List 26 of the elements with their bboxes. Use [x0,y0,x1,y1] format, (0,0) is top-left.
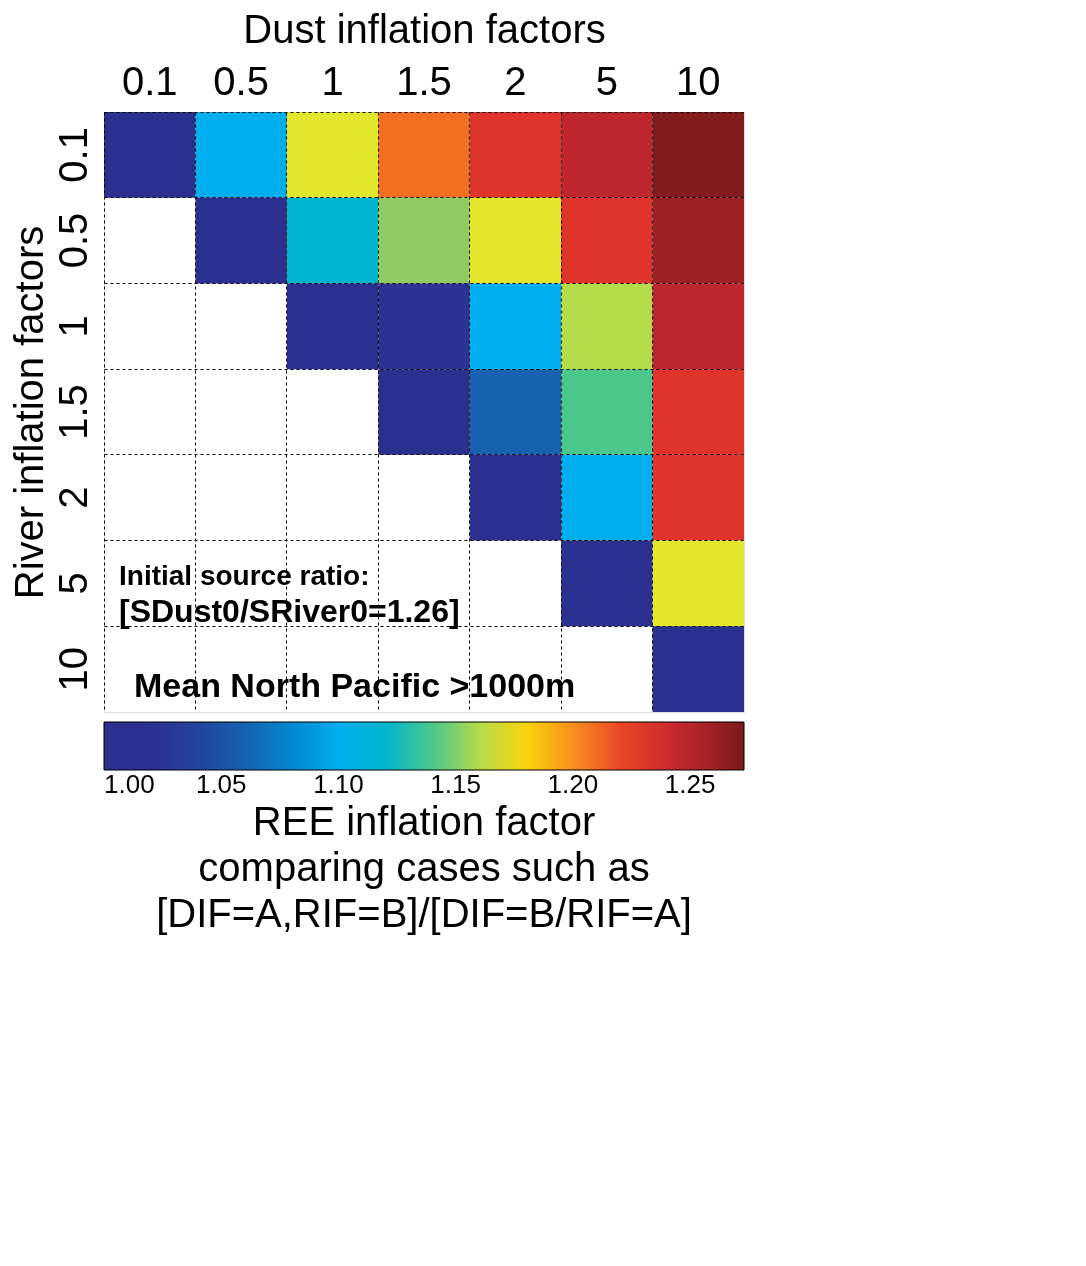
y-tick-label: 5 [50,572,95,595]
y-tick-label: 0.1 [50,127,95,183]
color-bar-label: 1.15 [430,769,481,799]
color-bar-label: 1.05 [195,769,247,799]
x-tick-label: 0.1 [121,58,178,103]
y-tick-label: 0.5 [50,212,95,269]
x-tick-label: 0.5 [213,58,269,103]
x-tick-label: 2 [504,58,527,103]
y-tick-label: 2 [50,486,95,509]
x-tick-label: 10 [676,58,721,103]
annotation: [SDust0/SRiver0=1.26] [119,593,460,629]
x-tick-label: 5 [595,58,618,103]
color-bar-label: 1.25 [664,769,716,799]
color-bar-label: 1.10 [313,769,364,799]
color-bar-label: 1.20 [547,769,599,799]
y-tick-label: 1.5 [50,384,95,440]
color-bar-label: 1.00 [104,769,155,799]
y-tick-label: 1 [50,315,95,338]
y-tick-label: 10 [50,646,95,692]
color-bar-title: REE inflation factor comparing cases such as [DIF=A,RIF=B]/[DIF=B/RIF=A] [156,799,692,935]
x-tick-label: 1 [321,58,344,103]
annotation: Mean North Pacific >1000m [134,666,576,704]
x-tick-label: 1.5 [396,58,452,103]
y-axis-title: River inflation factors [6,225,51,600]
annotation: Initial source ratio: [119,560,370,591]
x-axis-title: Dust inflation factors [243,6,606,51]
